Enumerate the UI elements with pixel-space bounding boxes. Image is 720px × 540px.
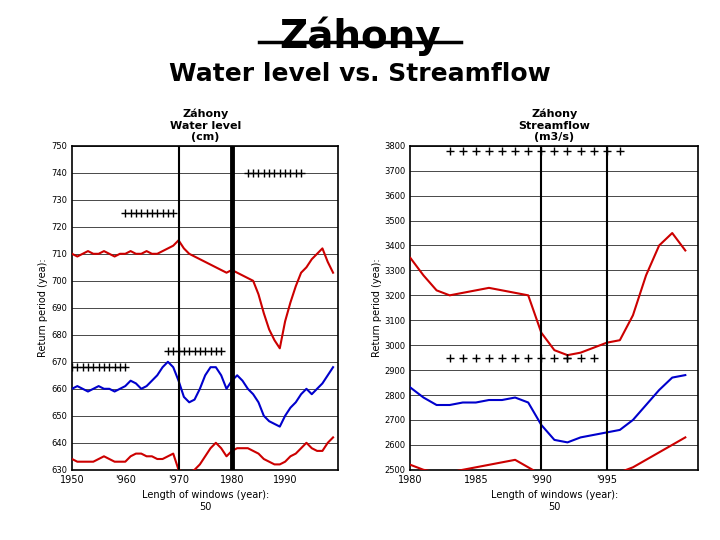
Y-axis label: Return period (yea):: Return period (yea): [38, 259, 48, 357]
Title: Záhony
Streamflow
(m3/s): Záhony Streamflow (m3/s) [518, 109, 590, 142]
Text: Záhony: Záhony [279, 16, 441, 56]
X-axis label: Length of windows (year):
50: Length of windows (year): 50 [142, 490, 269, 512]
Y-axis label: Return period (yea):: Return period (yea): [372, 259, 382, 357]
X-axis label: Length of windows (year):
50: Length of windows (year): 50 [491, 490, 618, 512]
Title: Záhony
Water level
(cm): Záhony Water level (cm) [170, 109, 240, 142]
Text: Water level vs. Streamflow: Water level vs. Streamflow [169, 62, 551, 86]
